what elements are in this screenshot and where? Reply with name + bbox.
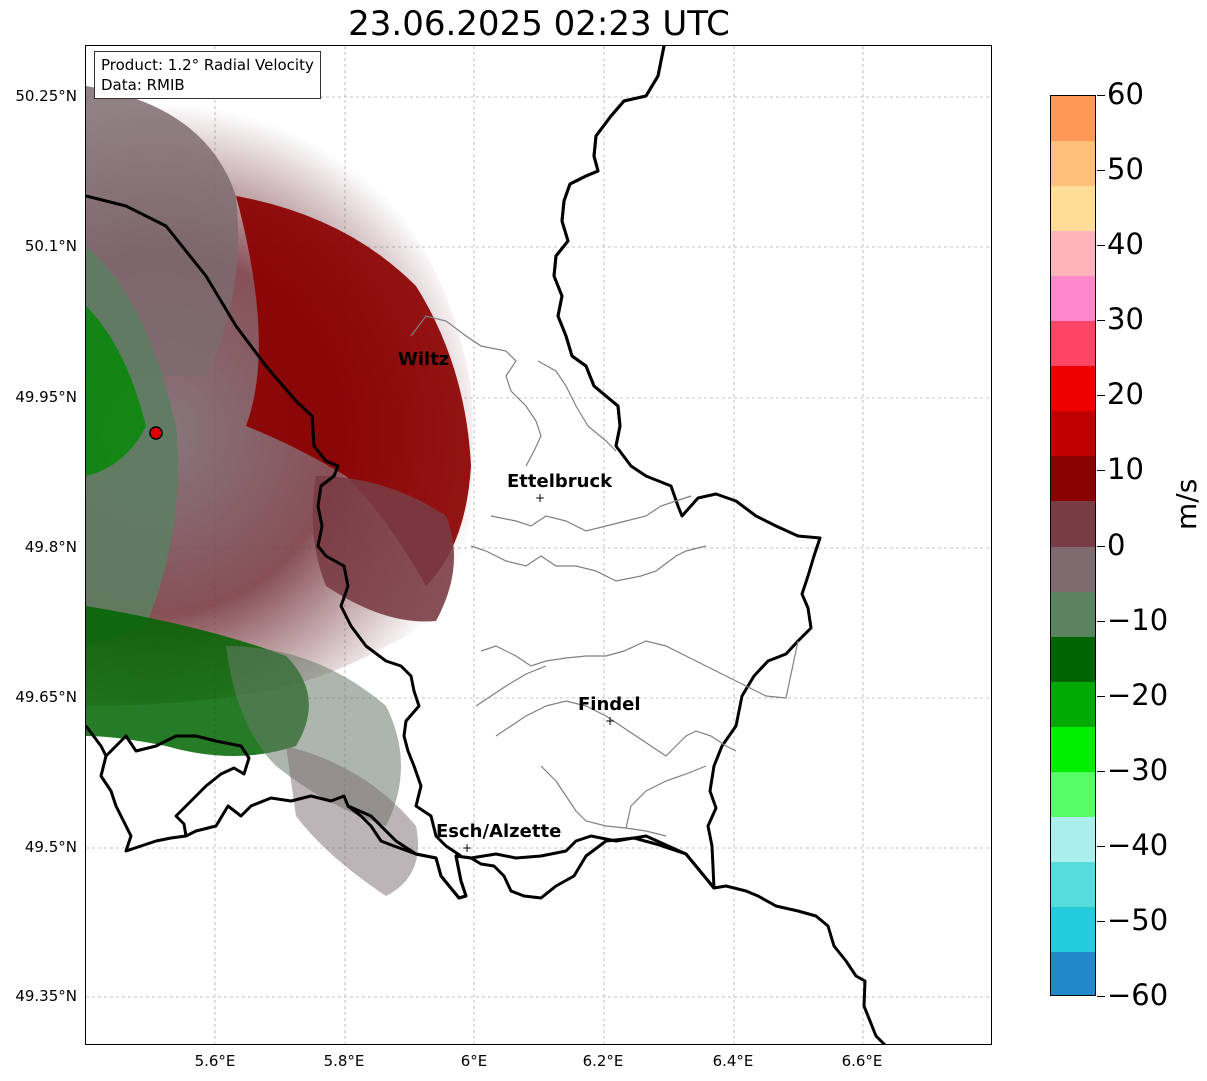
colorbar-tick-mark	[1097, 395, 1105, 397]
canton-borders	[410, 315, 799, 837]
radar-map	[86, 46, 991, 1044]
y-tick-label: 49.95°N	[15, 388, 77, 406]
country-borders	[86, 46, 887, 1044]
colorbar-segment	[1051, 96, 1095, 143]
colorbar-tick-label: −40	[1107, 827, 1169, 862]
map-panel[interactable]	[85, 45, 992, 1045]
colorbar-tick-label: 20	[1107, 377, 1144, 412]
colorbar-segment	[1051, 861, 1095, 908]
colorbar-tick-mark	[1097, 920, 1105, 922]
colorbar-segment	[1051, 951, 1095, 995]
x-tick-label: 6.2°E	[582, 1052, 624, 1070]
radar-echoes	[86, 86, 473, 896]
city-marker-esch-alzette: +	[461, 841, 473, 855]
colorbar-segment	[1051, 141, 1095, 188]
colorbar-tick-label: 40	[1107, 227, 1144, 262]
colorbar-tick-label: 30	[1107, 302, 1144, 337]
colorbar-tick-mark	[1097, 996, 1105, 997]
colorbar-tick-mark	[1097, 695, 1105, 697]
city-label-esch-alzette: Esch/Alzette	[436, 821, 562, 842]
colorbar-tick-label: 60	[1107, 77, 1144, 111]
colorbar-tick-mark	[1097, 620, 1105, 622]
y-tick-label: 50.1°N	[24, 237, 77, 255]
colorbar-unit-label: m/s	[1170, 478, 1203, 530]
product-label: Product: 1.2° Radial Velocity	[101, 56, 314, 74]
y-tick-label: 49.65°N	[15, 688, 77, 706]
colorbar-tick-mark	[1097, 170, 1105, 172]
city-marker-ettelbruck: +	[534, 491, 546, 505]
colorbar	[1050, 95, 1096, 996]
data-source-label: Data: RMIB	[101, 76, 185, 94]
colorbar-tick-mark	[1097, 545, 1105, 547]
colorbar-segment	[1051, 546, 1095, 593]
x-tick-label: 5.6°E	[194, 1052, 236, 1070]
colorbar-tick-label: −60	[1107, 978, 1169, 1012]
x-tick-label: 6°E	[460, 1052, 488, 1070]
city-label-ettelbruck: Ettelbruck	[507, 471, 613, 492]
product-info-box: Product: 1.2° Radial Velocity Data: RMIB	[94, 51, 321, 99]
colorbar-segment	[1051, 186, 1095, 233]
colorbar-segment	[1051, 456, 1095, 503]
colorbar-segment	[1051, 906, 1095, 953]
colorbar-tick-mark	[1097, 245, 1105, 247]
colorbar-tick-label: 0	[1107, 527, 1126, 562]
city-label-findel: Findel	[578, 694, 641, 715]
colorbar-segment	[1051, 591, 1095, 638]
colorbar-segment	[1051, 501, 1095, 548]
colorbar-segment	[1051, 231, 1095, 278]
colorbar-segment	[1051, 726, 1095, 773]
y-tick-label: 49.35°N	[15, 987, 77, 1005]
colorbar-tick-mark	[1097, 770, 1105, 772]
x-tick-label: 5.8°E	[323, 1052, 365, 1070]
x-tick-label: 6.6°E	[841, 1052, 883, 1070]
colorbar-segment	[1051, 771, 1095, 818]
colorbar-segment	[1051, 366, 1095, 413]
map-title: 23.06.2025 02:23 UTC	[348, 4, 730, 44]
x-tick-label: 6.4°E	[712, 1052, 754, 1070]
colorbar-segment	[1051, 636, 1095, 683]
colorbar-segment	[1051, 816, 1095, 863]
colorbar-tick-label: −50	[1107, 902, 1169, 937]
city-label-wiltz: Wiltz	[398, 349, 450, 370]
colorbar-tick-label: 50	[1107, 152, 1144, 187]
colorbar-tick-label: −10	[1107, 602, 1169, 637]
colorbar-tick-label: −30	[1107, 752, 1169, 787]
colorbar-tick-label: −20	[1107, 677, 1169, 712]
colorbar-tick-mark	[1097, 320, 1105, 322]
colorbar-tick-label: 10	[1107, 452, 1144, 487]
colorbar-segment	[1051, 276, 1095, 323]
y-tick-label: 49.5°N	[24, 838, 77, 856]
colorbar-tick-mark	[1097, 470, 1105, 472]
colorbar-tick-mark	[1097, 845, 1105, 847]
y-tick-label: 50.25°N	[15, 87, 77, 105]
colorbar-segment	[1051, 411, 1095, 458]
y-tick-label: 49.8°N	[24, 538, 77, 556]
colorbar-tick-mark	[1097, 95, 1105, 96]
radar-site-marker	[149, 426, 163, 440]
city-marker-findel: +	[604, 714, 616, 728]
radar-site-dot	[149, 426, 163, 440]
colorbar-segment	[1051, 681, 1095, 728]
colorbar-segment	[1051, 321, 1095, 368]
